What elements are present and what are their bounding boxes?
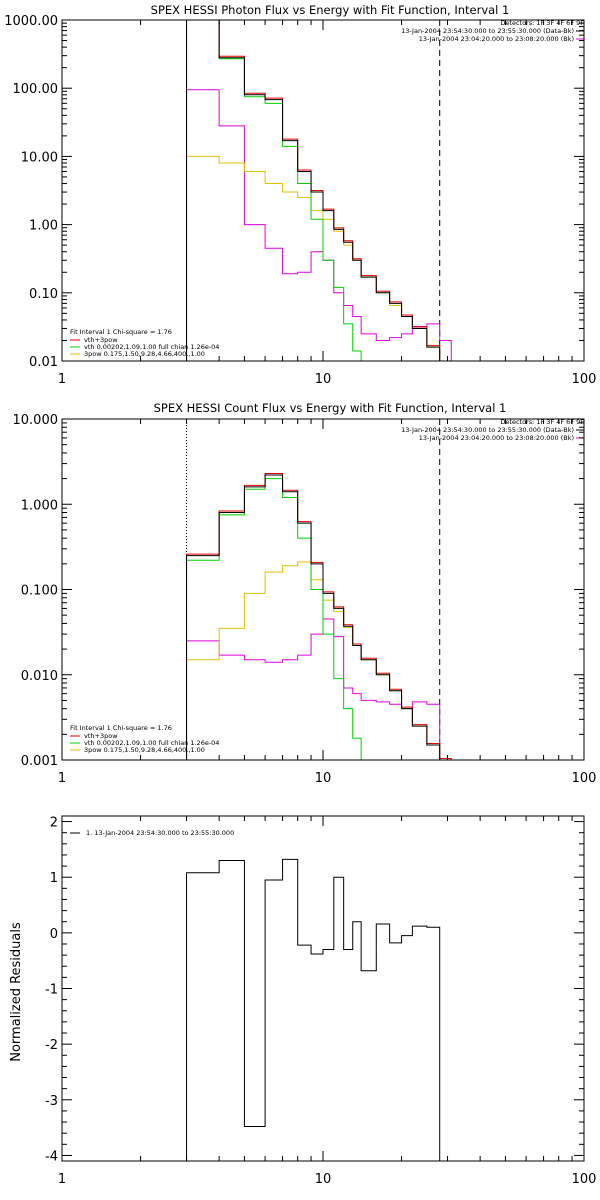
x-tick-label: 1 (58, 372, 66, 387)
header-block: Detectors: 1F 3F 4F 6F 9F 13-Jan-2004 23… (401, 19, 584, 43)
y-tick-label: 1000.00 (4, 14, 58, 29)
y-tick-label: 1.000 (21, 498, 58, 513)
y-tick-label: 0.001 (21, 754, 58, 769)
fit-interval-line: Fit Interval 1 Chi-square = 1.76 (70, 724, 172, 732)
background-interval-line: 13-Jan-2004 23:04:20.000 to 23:08:20.000… (419, 434, 574, 442)
y-tick-label: 0.10 (29, 287, 58, 302)
y-tick-label: 1.00 (29, 219, 58, 234)
legend-label: vth+3pow (84, 336, 118, 344)
x-tick-label: 1 (58, 771, 66, 786)
legend-label: 3pow 0.175,1.50,9.28,4.66,400.,1.00 (84, 746, 205, 754)
y-tick-label: 0.100 (21, 584, 58, 599)
chart-title: SPEX HESSI Count Flux vs Energy with Fit… (154, 401, 507, 415)
plot-frame (61, 815, 585, 1162)
x-tick-label: 100 (572, 372, 597, 387)
y-tick-label: -2 (45, 1038, 58, 1053)
y-tick-labels: 0.001 0.010 0.100 1.000 10.000 (13, 413, 59, 769)
y-tick-label: 10.00 (21, 150, 58, 165)
background-interval-line: 13-Jan-2004 23:04:20.000 to 23:08:20.000… (419, 35, 574, 43)
y-tick-labels: 0.01 0.10 1.00 10.00 100.00 1000.00 (4, 14, 58, 370)
detectors-line: Detectors: 1F 3F 4F 6F 9F (500, 19, 584, 27)
data-interval-line: 13-Jan-2004 23:54:30.000 to 23:55:30.000… (401, 27, 574, 35)
series-vth (186, 478, 362, 760)
y-tick-label: 0 (50, 927, 58, 942)
y-tick-label: -1 (45, 983, 58, 998)
legend-label: vth+3pow (84, 732, 118, 740)
x-tick-label: 10 (315, 1172, 332, 1187)
series-total (186, 858, 441, 1161)
legend: Fit Interval 1 Chi-square = 1.76 vth+3po… (70, 328, 219, 358)
legend-label: 3pow 0.175,1.50,9.28,4.66,400.,1.00 (84, 350, 205, 358)
y-tick-label: 10.000 (13, 413, 59, 428)
detectors-line: Detectors: 1F 3F 4F 6F 9F (500, 418, 584, 426)
y-tick-label: 2 (50, 816, 58, 831)
legend-label: vth 0.00202,1.09,1.00 full chian 1.26e-0… (84, 739, 219, 747)
count-flux-panel: SPEX HESSI Count Flux vs Energy with Fit… (13, 401, 597, 786)
y-tick-label: -3 (45, 1094, 58, 1109)
plot-area (186, 858, 441, 1161)
x-tick-label: 10 (315, 372, 332, 387)
plot-area (186, 419, 452, 760)
y-tick-label: -4 (45, 1149, 58, 1164)
y-tick-labels: -4 -3 -2 -1 0 1 2 (45, 816, 58, 1165)
series-vth-3pow (186, 473, 452, 760)
header-block: Detectors: 1F 3F 4F 6F 9F 13-Jan-2004 23… (401, 418, 584, 442)
y-tick-label: 0.01 (29, 355, 58, 370)
y-tick-label: 0.010 (21, 669, 58, 684)
series-three-pow (186, 561, 452, 760)
legend-label: 1. 13-Jan-2004 23:54:30.000 to 23:55:30.… (86, 829, 234, 837)
x-tick-label: 1 (58, 1172, 66, 1187)
axis-ticks (61, 418, 584, 761)
plot-area (186, 20, 452, 361)
x-tick-labels: 1 10 100 (58, 1172, 597, 1187)
x-tick-label: 10 (315, 771, 332, 786)
axis-ticks (61, 816, 584, 1161)
series-background (186, 618, 441, 760)
series-total (186, 20, 441, 361)
series-background (186, 89, 452, 361)
data-interval-line: 13-Jan-2004 23:54:30.000 to 23:55:30.000… (401, 426, 574, 434)
series-vth-3pow (186, 20, 441, 361)
residuals-panel: Normalized Residuals -4 -3 -2 -1 0 1 2 1… (9, 815, 597, 1187)
legend-label: vth 0.00202,1.09,1.00 full chian 1.26e-0… (84, 343, 219, 351)
x-tick-labels: 1 10 100 (58, 372, 597, 387)
x-tick-label: 100 (572, 1172, 597, 1187)
x-tick-labels: 1 10 100 (58, 771, 597, 786)
fit-interval-line: Fit Interval 1 Chi-square = 1.76 (70, 328, 172, 336)
chart-title: SPEX HESSI Photon Flux vs Energy with Fi… (151, 3, 510, 17)
series-total (186, 474, 452, 760)
y-axis-label: Normalized Residuals (9, 922, 24, 1062)
y-tick-label: 100.00 (13, 82, 59, 97)
series-vth (186, 20, 362, 361)
legend: Fit Interval 1 Chi-square = 1.76 vth+3po… (70, 724, 219, 754)
x-tick-label: 100 (572, 771, 597, 786)
legend: 1. 13-Jan-2004 23:54:30.000 to 23:55:30.… (70, 829, 234, 837)
photon-flux-panel: SPEX HESSI Photon Flux vs Energy with Fi… (4, 3, 597, 387)
y-tick-label: 1 (50, 871, 58, 886)
axis-ticks (61, 19, 584, 362)
